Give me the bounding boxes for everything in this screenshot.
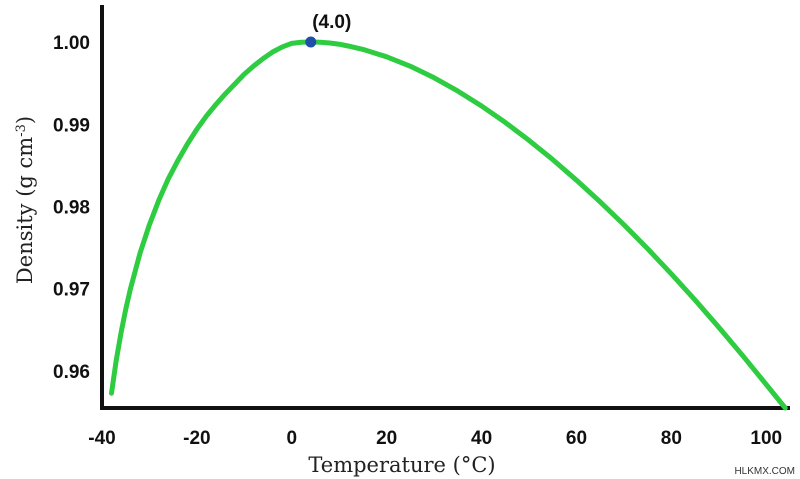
y-tick-label: 1.00 (53, 33, 90, 54)
x-tick-labels: -40 -20 0 20 40 60 80 100 (88, 428, 782, 449)
watermark: HLKMX.COM (734, 466, 795, 477)
highlight-layer: (4.0) (305, 12, 351, 48)
x-tick-label: 0 (287, 428, 298, 449)
y-tick-label: 0.97 (53, 280, 90, 301)
y-tick-labels: 0.96 0.97 0.98 0.99 1.00 (53, 33, 90, 383)
x-axis-title: Temperature (°C) (308, 453, 495, 477)
x-tick-label: 80 (661, 428, 682, 449)
y-axis-title-close: ) (13, 116, 37, 124)
y-tick-label: 0.96 (53, 362, 90, 383)
axes (100, 5, 790, 410)
x-tick-label: -40 (88, 428, 115, 449)
max-density-point (305, 36, 317, 48)
x-tick-label: -20 (183, 428, 210, 449)
y-axis-title-superscript: -3 (14, 124, 29, 137)
x-tick-label: 40 (471, 428, 492, 449)
y-axis-title-main: Density (g cm (13, 137, 37, 284)
density-curve-line (108, 39, 788, 411)
max-density-label: (4.0) (312, 12, 351, 33)
x-tick-label: 60 (566, 428, 587, 449)
y-tick-label: 0.98 (53, 198, 90, 219)
series-layer (108, 39, 788, 411)
y-tick-label: 0.99 (53, 115, 90, 136)
x-tick-label: 20 (376, 428, 397, 449)
x-tick-label: 100 (750, 428, 782, 449)
y-axis-title: Density (g cm-3) (13, 116, 37, 284)
